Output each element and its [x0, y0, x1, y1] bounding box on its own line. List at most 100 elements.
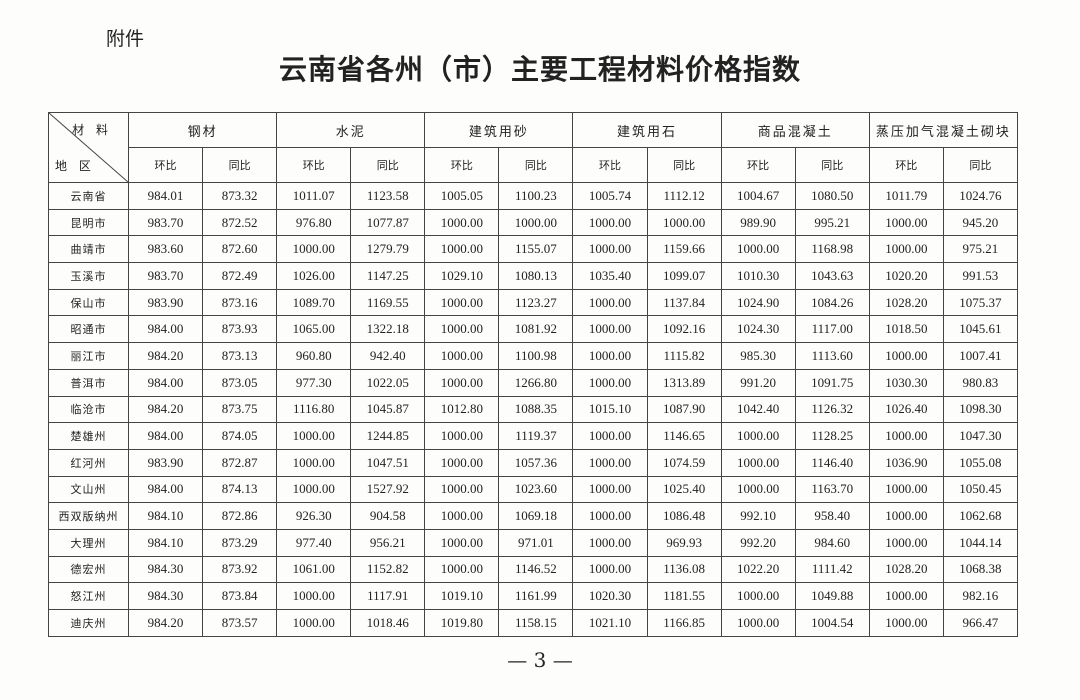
table-row: 普洱市 984.00 873.05 977.30 1022.05 1000.00 1266.… [48, 368, 1019, 397]
value-cell: 1000.00 [720, 422, 796, 450]
value-cell: 984.00 [127, 422, 204, 450]
value-cell: 984.00 [127, 475, 204, 504]
mom-header: 环比 [720, 147, 796, 183]
value-cell: 1158.15 [498, 609, 574, 637]
value-cell: 1000.00 [276, 582, 352, 610]
yoy-header: 同比 [202, 147, 278, 183]
value-cell: 1075.37 [942, 288, 1019, 317]
value-cell: 873.84 [202, 582, 278, 610]
region-cell: 红河州 [48, 448, 129, 477]
value-cell: 984.30 [127, 555, 204, 584]
yoy-header: 同比 [942, 147, 1019, 183]
value-cell: 1023.60 [498, 475, 574, 504]
value-cell: 1077.87 [350, 208, 426, 237]
value-cell: 1123.27 [498, 288, 574, 317]
value-cell: 873.92 [202, 555, 278, 584]
value-cell: 1000.00 [572, 315, 648, 344]
value-cell: 873.13 [202, 342, 278, 370]
table-row: 迪庆州 984.20 873.57 1000.00 1018.46 1019.80 1158… [48, 609, 1019, 637]
value-cell: 1081.92 [498, 315, 574, 344]
value-cell: 1011.07 [276, 182, 352, 210]
value-cell: 872.87 [202, 448, 278, 477]
value-cell: 1036.90 [868, 448, 944, 477]
value-cell: 975.21 [942, 235, 1019, 264]
value-cell: 1000.00 [424, 235, 500, 264]
value-cell: 1000.00 [720, 475, 796, 504]
value-cell: 1126.32 [794, 395, 870, 424]
value-cell: 958.40 [794, 502, 870, 530]
value-cell: 1061.00 [276, 555, 352, 584]
value-cell: 977.40 [276, 528, 352, 557]
region-cell: 文山州 [48, 475, 129, 504]
table-row: 曲靖市 983.60 872.60 1000.00 1279.79 1000.00 1155… [48, 235, 1019, 264]
value-cell: 1087.90 [646, 395, 722, 424]
table-row: 玉溪市 983.70 872.49 1026.00 1147.25 1029.10 1080… [48, 262, 1019, 290]
value-cell: 992.20 [720, 528, 796, 557]
value-cell: 984.10 [127, 502, 204, 530]
value-cell: 872.49 [202, 262, 278, 290]
value-cell: 1000.00 [572, 342, 648, 370]
value-cell: 1169.55 [350, 288, 426, 317]
value-cell: 1057.36 [498, 448, 574, 477]
value-cell: 1168.98 [794, 235, 870, 264]
table-row: 德宏州 984.30 873.92 1061.00 1152.82 1000.00 1146… [48, 555, 1019, 584]
value-cell: 1010.30 [720, 262, 796, 290]
value-cell: 1166.85 [646, 609, 722, 637]
table-row: 西双版纳州 984.10 872.86 926.30 904.58 1000.00 1069… [48, 502, 1019, 530]
value-cell: 989.90 [720, 208, 796, 237]
value-cell: 1000.00 [868, 235, 944, 264]
value-cell: 983.60 [127, 235, 204, 264]
value-cell: 984.00 [127, 315, 204, 344]
value-cell: 1004.54 [794, 609, 870, 637]
value-cell: 1119.37 [498, 422, 574, 450]
value-cell: 1069.18 [498, 502, 574, 530]
material-header: 商品混凝土 [720, 112, 870, 148]
value-cell: 1000.00 [424, 288, 500, 317]
table-row: 红河州 983.90 872.87 1000.00 1047.51 1000.00 1057… [48, 448, 1019, 477]
value-cell: 960.80 [276, 342, 352, 370]
value-cell: 1155.07 [498, 235, 574, 264]
value-cell: 1000.00 [572, 368, 648, 397]
value-cell: 1112.12 [646, 182, 722, 210]
region-cell: 保山市 [48, 288, 129, 317]
value-cell: 1011.79 [868, 182, 944, 210]
value-cell: 1527.92 [350, 475, 426, 504]
region-cell: 昭通市 [48, 315, 129, 344]
value-cell: 873.29 [202, 528, 278, 557]
value-cell: 873.93 [202, 315, 278, 344]
value-cell: 1123.58 [350, 182, 426, 210]
value-cell: 983.90 [127, 448, 204, 477]
value-cell: 1117.91 [350, 582, 426, 610]
value-cell: 1018.46 [350, 609, 426, 637]
value-cell: 1000.00 [424, 208, 500, 237]
price-index-table: 材 料 地 区 钢材 水泥 建筑用砂 建筑用石 商品混凝土 蒸压加气混凝土砌块 环比 同比环… [48, 112, 1019, 637]
value-cell: 1152.82 [350, 555, 426, 584]
value-cell: 1000.00 [572, 235, 648, 264]
yoy-header: 同比 [646, 147, 722, 183]
value-cell: 1005.74 [572, 182, 648, 210]
value-cell: 872.86 [202, 502, 278, 530]
material-header: 水泥 [276, 112, 426, 148]
value-cell: 991.53 [942, 262, 1019, 290]
value-cell: 1020.30 [572, 582, 648, 610]
value-cell: 1028.20 [868, 555, 944, 584]
value-cell: 1000.00 [276, 448, 352, 477]
value-cell: 1000.00 [572, 422, 648, 450]
region-cell: 昆明市 [48, 208, 129, 237]
page-title: 云南省各州（市）主要工程材料价格指数 [278, 53, 801, 86]
value-cell: 1117.00 [794, 315, 870, 344]
region-cell: 玉溪市 [48, 262, 129, 290]
value-cell: 1313.89 [646, 368, 722, 397]
corner-region-label: 地 区 [55, 159, 95, 173]
value-cell: 926.30 [276, 502, 352, 530]
value-cell: 1000.00 [572, 528, 648, 557]
table-row: 云南省 984.01 873.32 1011.07 1123.58 1005.05 1100… [48, 182, 1019, 210]
value-cell: 1098.30 [942, 395, 1019, 424]
value-cell: 945.20 [942, 208, 1019, 237]
table-row: 昆明市 983.70 872.52 976.80 1077.87 1000.00 1000.… [48, 208, 1019, 237]
value-cell: 1030.30 [868, 368, 944, 397]
value-cell: 1322.18 [350, 315, 426, 344]
value-cell: 983.90 [127, 288, 204, 317]
table-row: 大理州 984.10 873.29 977.40 956.21 1000.00 971.01… [48, 528, 1019, 557]
value-cell: 1045.61 [942, 315, 1019, 344]
